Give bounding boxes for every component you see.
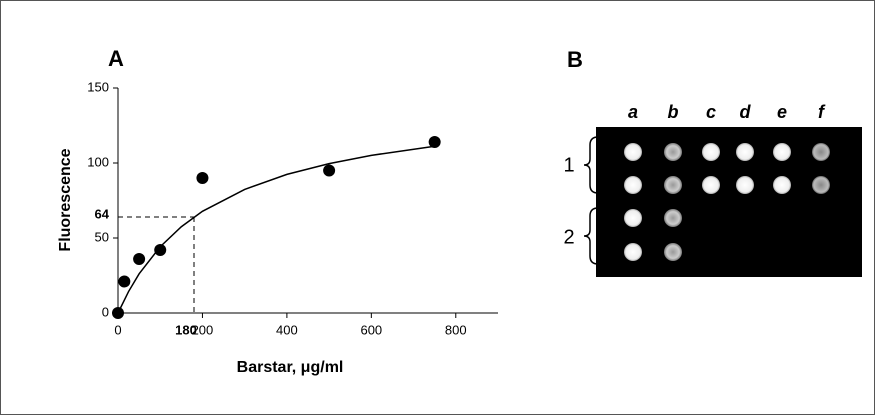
column-label: c bbox=[706, 102, 716, 122]
x-tick-label: 800 bbox=[445, 322, 467, 337]
well bbox=[773, 176, 791, 194]
well bbox=[702, 176, 720, 194]
well bbox=[664, 143, 682, 161]
panel-label: A bbox=[108, 46, 124, 71]
well bbox=[624, 143, 642, 161]
y-axis-title: Fluorescence bbox=[57, 148, 74, 251]
data-point bbox=[118, 276, 130, 288]
brace bbox=[584, 208, 598, 264]
x-tick-label: 400 bbox=[276, 322, 298, 337]
row-label: 2 bbox=[563, 226, 574, 248]
data-point bbox=[429, 136, 441, 148]
well bbox=[624, 209, 642, 227]
well bbox=[664, 176, 682, 194]
brace bbox=[584, 137, 598, 193]
row-label: 1 bbox=[563, 154, 574, 176]
data-point bbox=[154, 244, 166, 256]
well bbox=[736, 143, 754, 161]
y-tick-label: 50 bbox=[95, 229, 109, 244]
data-point bbox=[133, 253, 145, 265]
figure: A Barstar, μg/ml Fluorescence B 0 50 100 15… bbox=[0, 0, 875, 415]
fit-curve bbox=[118, 146, 435, 313]
well bbox=[812, 176, 830, 194]
column-label: f bbox=[818, 102, 826, 122]
well bbox=[773, 143, 791, 161]
data-point bbox=[196, 172, 208, 184]
well bbox=[624, 243, 642, 261]
x-tick-label: 0 bbox=[114, 322, 121, 337]
column-label: d bbox=[740, 102, 752, 122]
x-tick-label: 600 bbox=[360, 322, 382, 337]
well bbox=[736, 176, 754, 194]
x-axis-title: Barstar, μg/ml bbox=[237, 359, 344, 376]
guide-label: 64 bbox=[95, 206, 110, 221]
y-tick-label: 100 bbox=[87, 154, 109, 169]
data-point bbox=[323, 165, 335, 177]
y-tick-label: 150 bbox=[87, 79, 109, 94]
column-label: b bbox=[668, 102, 679, 122]
well bbox=[664, 243, 682, 261]
column-label: e bbox=[777, 102, 787, 122]
well bbox=[812, 143, 830, 161]
y-tick-label: 0 bbox=[102, 304, 109, 319]
well bbox=[702, 143, 720, 161]
panel-label: B bbox=[567, 47, 583, 72]
column-label: a bbox=[628, 102, 638, 122]
well bbox=[664, 209, 682, 227]
data-point bbox=[112, 307, 124, 319]
well bbox=[624, 176, 642, 194]
guide-label: 180 bbox=[175, 322, 197, 337]
